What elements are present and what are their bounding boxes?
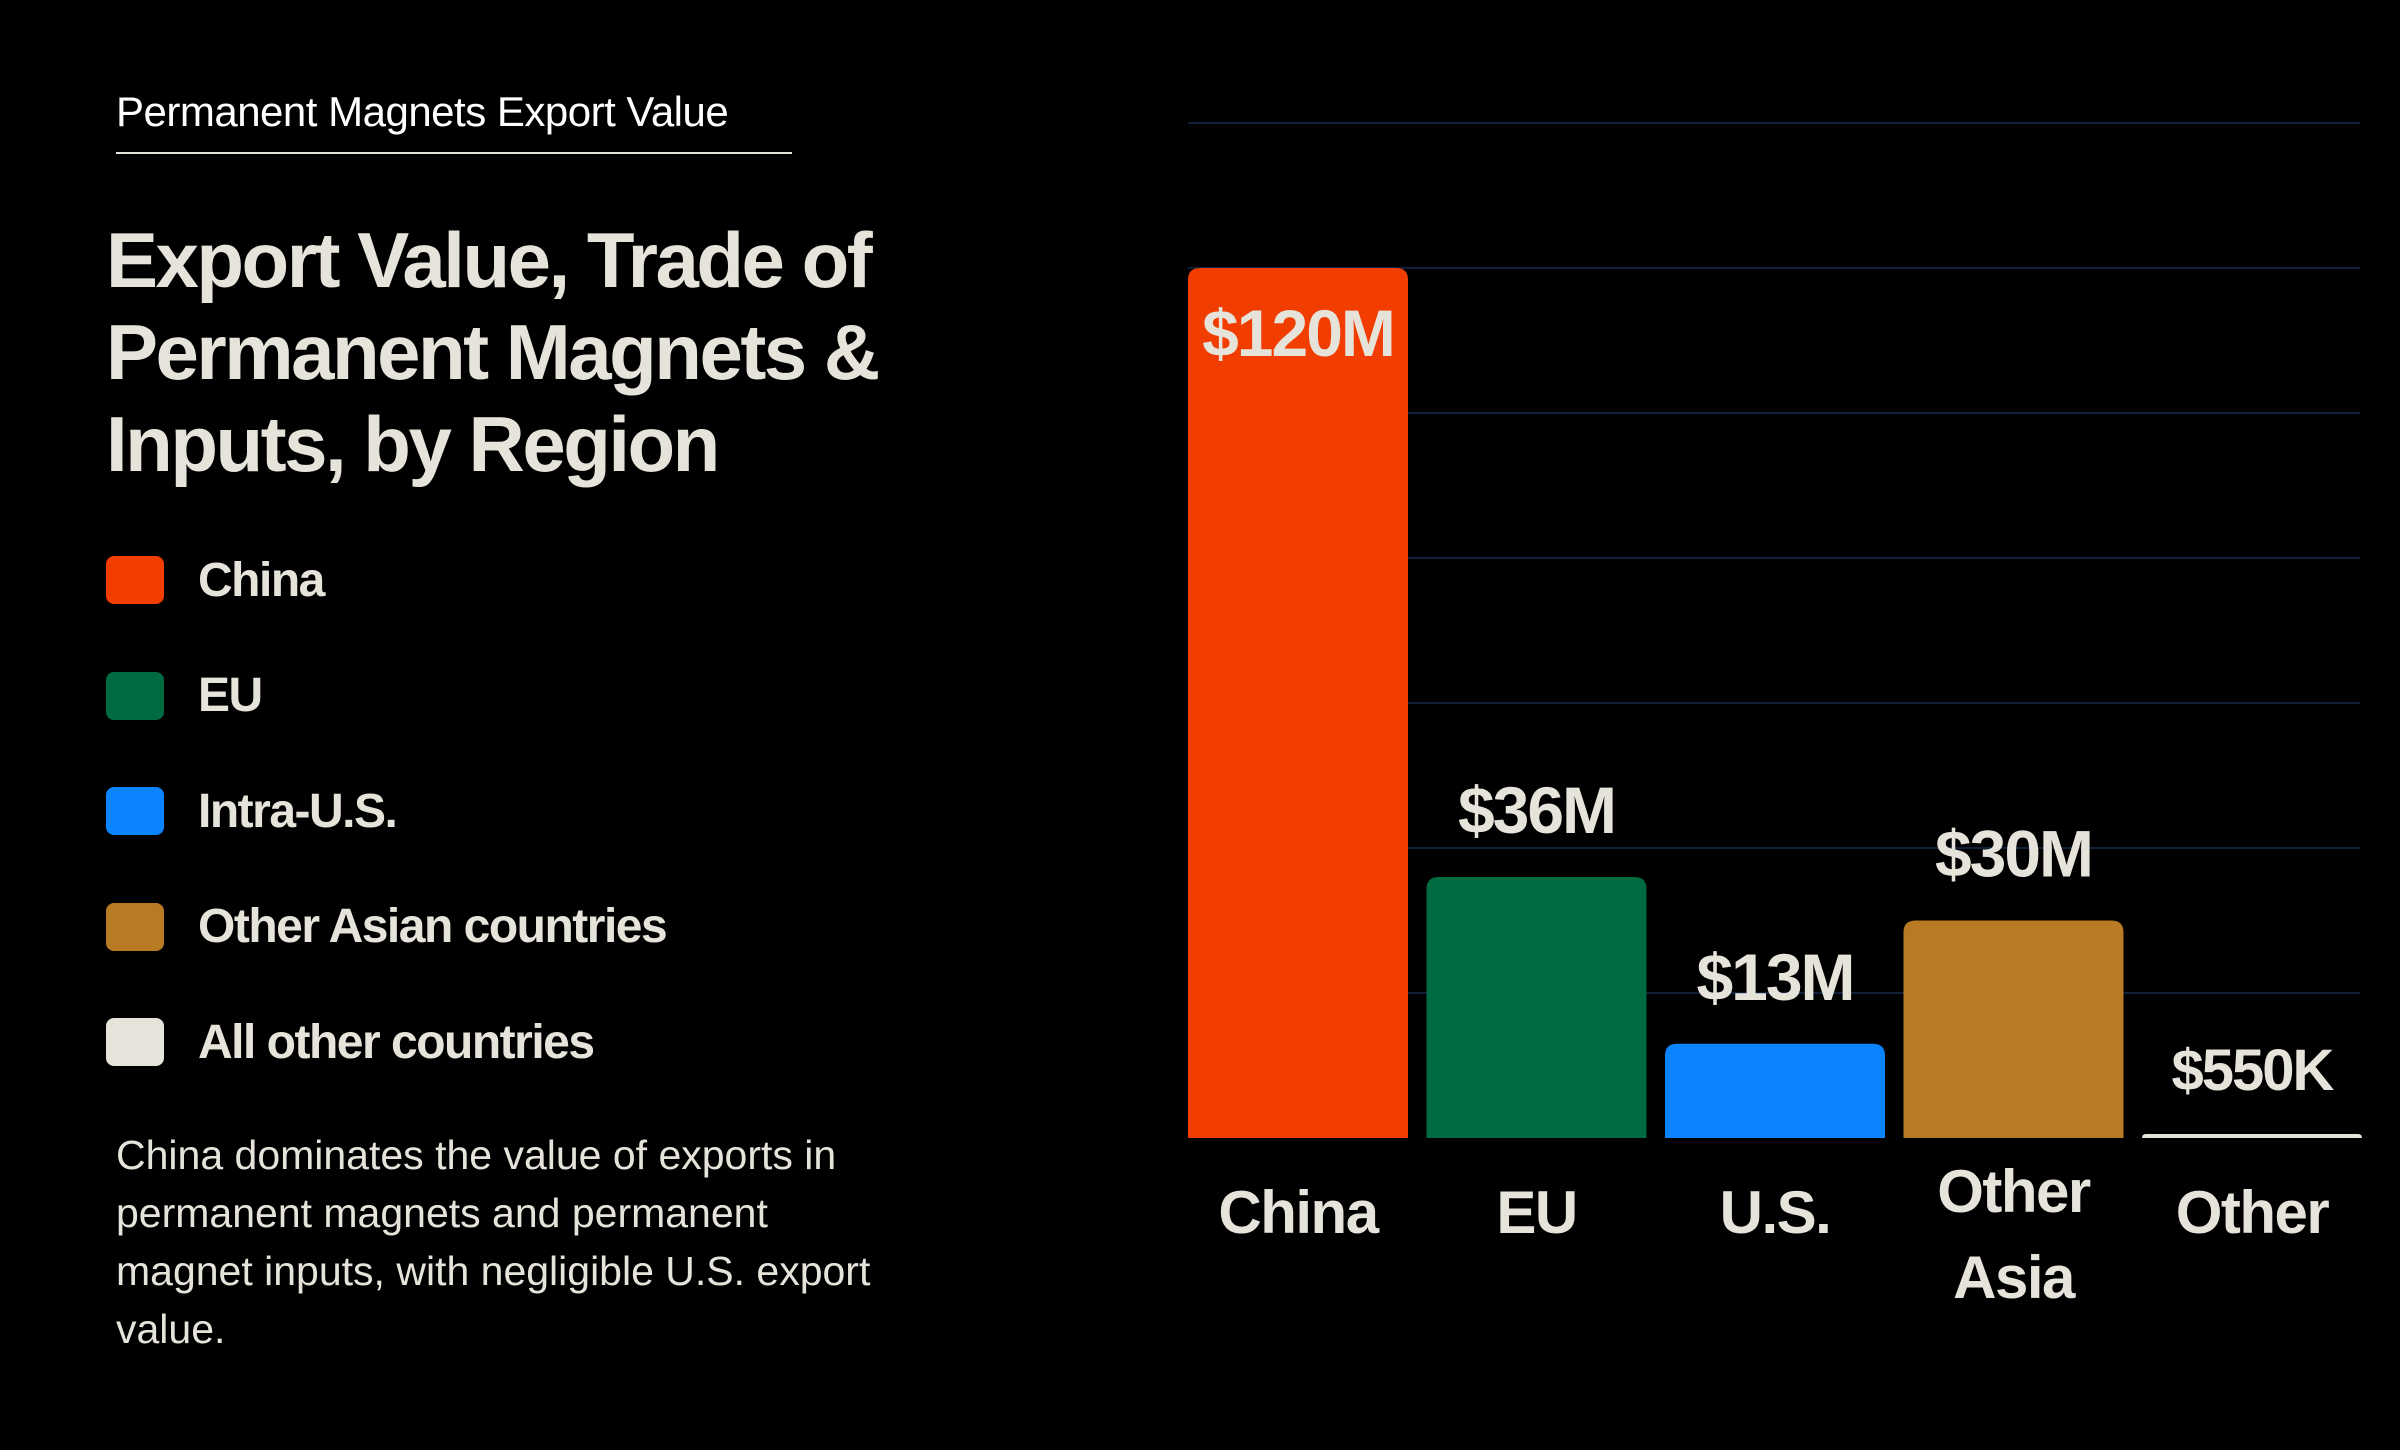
bar-china-0 bbox=[1188, 268, 1408, 1138]
legend-swatch-all-other bbox=[106, 1018, 164, 1066]
legend-label-china: China bbox=[198, 553, 325, 607]
bar-other-4 bbox=[2142, 1134, 2362, 1138]
legend-swatch-eu bbox=[106, 671, 164, 720]
legend-swatch-intra-us bbox=[106, 787, 164, 835]
tick-label-u-s-2: U.S. bbox=[1720, 1179, 1831, 1246]
legend-item-eu: EU bbox=[106, 669, 666, 722]
bar-other-asia-3 bbox=[1903, 920, 2124, 1138]
data-label-u-s-2: $13M bbox=[1696, 940, 1853, 1014]
data-label-other-4: $550K bbox=[2172, 1038, 2335, 1103]
data-label-other-asia-3: $30M bbox=[1935, 817, 2092, 891]
data-label-eu-1: $36M bbox=[1458, 773, 1615, 847]
bar-u-s-2 bbox=[1665, 1043, 1885, 1138]
tick-label-other-asia-3-line-0: Other bbox=[1937, 1158, 2091, 1225]
legend-item-other-asian: Other Asian countries bbox=[106, 900, 668, 953]
data-label-china-0: $120M bbox=[1202, 296, 1394, 370]
caption: China dominates the value of exports in … bbox=[116, 1132, 871, 1352]
legend-item-china: China bbox=[106, 553, 666, 607]
legend-label-eu: EU bbox=[198, 669, 263, 722]
tick-label-other-asia-3-line-1: Asia bbox=[1953, 1244, 2076, 1311]
legend-item-intra-us: Intra-U.S. bbox=[106, 784, 666, 838]
tick-label-eu-1: EU bbox=[1496, 1179, 1576, 1246]
legend: China EU Intra-U.S. Other Asian countrie… bbox=[106, 553, 668, 1133]
bar-eu-1 bbox=[1426, 877, 1647, 1138]
legend-item-all-other: All other countries bbox=[106, 1015, 666, 1069]
legend-swatch-other-asian bbox=[106, 902, 164, 951]
legend-swatch-china bbox=[106, 556, 164, 604]
legend-label-other-asian: Other Asian countries bbox=[198, 900, 668, 953]
tick-label-other-4: Other bbox=[2176, 1179, 2330, 1246]
chart-title: Export Value, Trade of Permanent Magnets… bbox=[106, 216, 880, 488]
legend-label-intra-us: Intra-U.S. bbox=[198, 784, 398, 838]
tick-label-china-0: China bbox=[1218, 1179, 1379, 1246]
eyebrow-title: Permanent Magnets Export Value bbox=[116, 88, 792, 154]
legend-label-all-other: All other countries bbox=[198, 1015, 595, 1069]
